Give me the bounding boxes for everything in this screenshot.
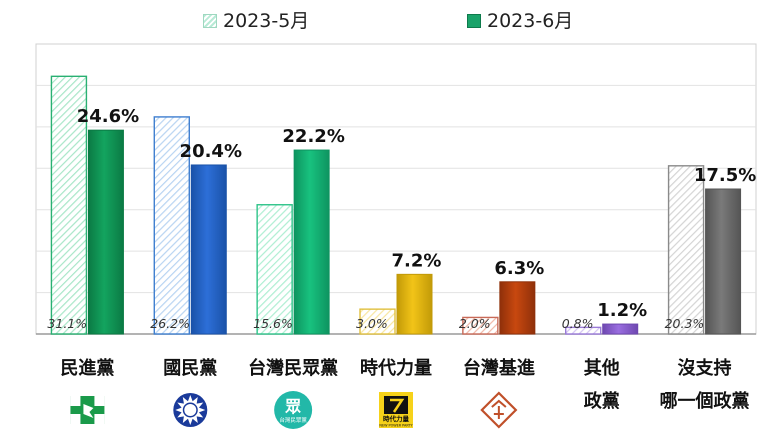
data-label-jun: 6.3% [494,258,544,279]
category-label: 國民黨 [163,357,217,379]
data-label-may: 26.2% [150,316,190,331]
bar-may [359,308,396,335]
legend-swatch-jun [467,14,481,28]
bar-jun [705,188,742,335]
category-label: 政黨 [584,390,620,412]
category-label: 哪一個政黨 [660,390,750,412]
svg-text:台灣民眾黨: 台灣民眾黨 [279,416,307,424]
data-label-jun: 17.5% [694,165,756,186]
data-label-jun: 22.2% [282,126,344,147]
data-label-may: 20.3% [665,316,705,331]
data-label-may: 2.0% [459,316,491,331]
data-label-jun: 20.4% [180,141,242,162]
svg-text:NEW POWER PARTY: NEW POWER PARTY [379,424,413,428]
category-label: 民進黨 [60,357,114,379]
category-label: 台灣民眾黨 [248,357,338,379]
bar-may [50,75,88,335]
legend: 2023-5月 2023-6月 [0,4,776,32]
bar-may [153,116,190,335]
category-label: 沒支持 [678,357,732,379]
bar-jun [602,323,639,335]
data-label-jun: 24.6% [77,106,139,127]
legend-item-may: 2023-5月 [203,6,309,33]
bar-jun [87,129,124,335]
data-label-may: 31.1% [47,316,87,331]
legend-swatch-may [203,14,217,28]
category-label: 台灣基進 [463,357,535,379]
bar-may [462,316,499,335]
bar-jun [499,281,536,335]
category-label: 其他 [584,357,620,379]
dpp-logo-icon [68,394,107,426]
bar-may [565,326,602,335]
data-label-may: 0.8% [562,316,594,331]
data-label-may: 15.6% [253,316,293,331]
plot-area [35,43,757,335]
data-label-jun: 1.2% [597,300,647,321]
tsp-logo-icon [480,391,518,429]
bar-jun [190,164,227,335]
bar-jun [293,149,330,335]
kmt-emblem-icon [173,393,208,427]
bar-jun [396,273,433,335]
svg-text:時代力量: 時代力量 [383,414,410,423]
data-label-may: 3.0% [356,316,388,331]
bar-may [256,204,293,335]
legend-label-may: 2023-5月 [223,10,310,32]
svg-text:眾: 眾 [284,397,301,416]
bar-may [667,165,705,335]
category-label: 時代力量 [360,357,432,379]
data-label-jun: 7.2% [392,250,442,271]
legend-item-jun: 2023-6月 [467,6,573,33]
legend-label-jun: 2023-6月 [487,10,574,32]
